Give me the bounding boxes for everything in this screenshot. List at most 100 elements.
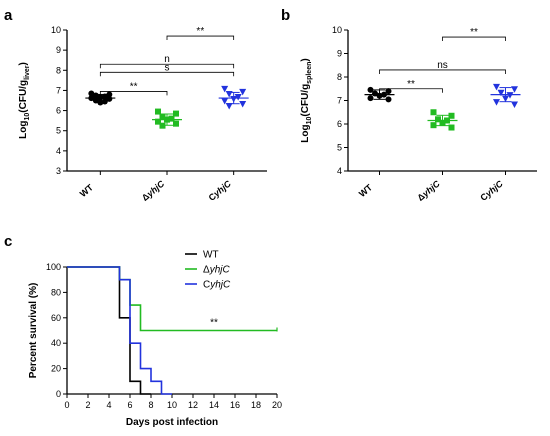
group [218,85,249,110]
data-point [92,97,99,104]
y-axis-label: Log10(CFU/gliver) [18,62,31,139]
data-point [511,86,518,93]
data-point [88,90,95,97]
x-tick-label: 16 [230,400,240,410]
data-point [493,99,500,106]
y-tick-label: 60 [51,313,61,323]
significance-bracket: ** [166,26,235,41]
x-tick-label: 6 [127,400,132,410]
x-tick-label: 8 [148,400,153,410]
y-tick-label: 20 [51,364,61,374]
y-tick-label: 7 [337,96,342,106]
data-point [381,91,387,98]
data-point [225,103,233,110]
data-point [164,116,170,123]
data-point [101,93,108,100]
group [85,90,116,106]
panel-letter-a: a [4,7,13,24]
data-point [239,101,247,108]
y-tick-label: 9 [337,49,342,59]
data-point [173,120,179,127]
category-label: CyhjC [207,178,234,203]
data-point [376,92,383,99]
data-point [88,95,95,102]
y-tick-label: 8 [56,65,61,75]
bracket-line [166,35,235,41]
data-point [221,85,229,93]
legend-label: WT [203,250,219,261]
group [152,108,182,129]
data-point [101,98,108,105]
data-point [155,108,161,115]
bracket-line [379,88,443,93]
series-line [67,266,172,395]
y-tick-label: 5 [337,143,342,153]
x-tick-label: 2 [85,400,90,410]
chart-b: 4 5 6 7 8 9 10 WT ΔyhjC CyhjC Log10(CFU/gspleen) **… [300,25,537,203]
significance-label: ** [196,26,204,37]
y-axis-label: Percent survival (%) [28,283,39,379]
y-axis-label: Log10(CFU/gspleen) [300,58,313,142]
y-tick-label: 6 [337,119,342,129]
data-point [106,95,113,102]
data-point [444,117,450,124]
y-tick-label: 9 [56,45,61,55]
data-point [511,101,518,109]
x-tick-label: 12 [188,400,198,410]
significance-bracket: ** [99,81,168,96]
y-tick-label: 8 [337,72,342,82]
y-tick-label: 5 [56,126,61,136]
data-point [92,92,99,99]
data-point [372,90,378,97]
bracket-line [442,36,506,42]
data-point [502,95,509,103]
data-point [448,112,455,119]
data-point [97,99,104,106]
x-tick-label: 14 [209,400,219,410]
data-point [385,88,392,95]
x-tick-label: 0 [64,400,69,410]
group [427,109,458,131]
significance-bracket: s [99,62,235,77]
significance-label: ** [130,81,138,92]
bracket-line [379,69,506,74]
x-axis-label: Days post infection [126,417,218,428]
legend: WT ΔyhjC CyhjC [185,250,231,291]
significance-label: n [164,54,170,65]
data-point [234,93,242,101]
panel-letter-c: c [4,233,12,250]
bracket-line [99,71,235,77]
group [364,86,395,103]
chart-a: 3 4 5 6 7 8 9 10 WT ΔyhjC CyhjC Log10(CFU/gliver) **… [18,25,267,203]
y-tick-label: 4 [56,146,61,156]
chart-c: 0 20 40 60 80 100 0 2 4 6 8 10 12 14 16 18 20 Days post i… [28,250,282,429]
bracket-line [99,91,168,96]
data-point [239,88,247,96]
data-point [159,113,166,120]
significance-label: ** [407,79,415,90]
category-label: WT [357,182,375,199]
y-tick-label: 10 [332,25,342,35]
significance-label: ** [210,318,218,329]
data-point [159,122,166,129]
y-tick-label: 7 [56,85,61,95]
group [490,83,521,109]
y-tick-label: 80 [51,287,61,297]
data-point [173,110,179,117]
y-tick-label: 3 [56,166,61,176]
data-point [367,95,374,102]
category-label: ΔyhjC [415,178,442,203]
x-tick-label: 18 [251,400,261,410]
significance-label: s [165,62,170,73]
data-point [430,122,437,129]
category-label: CyhjC [478,178,505,203]
significance-bracket: ns [379,60,506,74]
y-tick-label: 10 [51,25,61,35]
significance-label: ns [437,60,448,71]
significance-bracket: n [99,54,235,69]
x-tick-label: 10 [167,400,177,410]
data-point [106,91,113,98]
x-tick-label: 20 [272,400,282,410]
legend-label: CyhjC [203,280,231,291]
data-point [435,116,441,123]
